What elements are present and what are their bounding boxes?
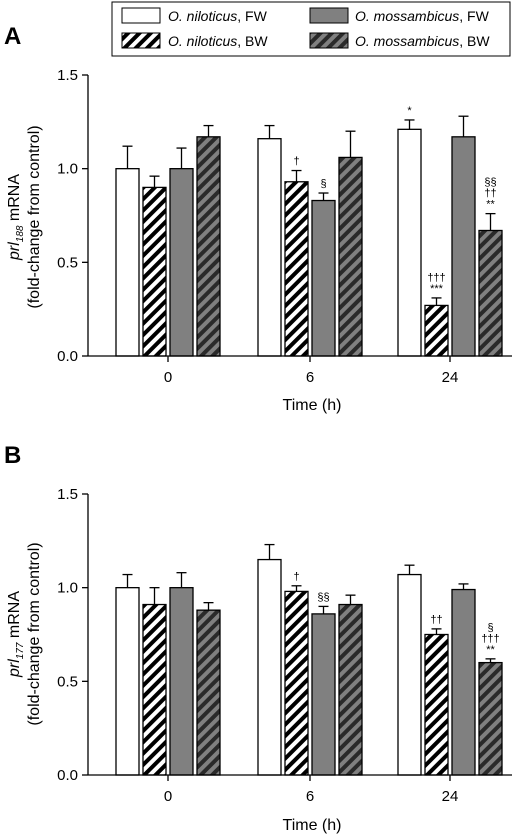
- legend-item: O. niloticus, BW: [121, 32, 268, 49]
- significance-label: †††: [481, 633, 499, 645]
- chart-panel-a: A prl188 mRNA (fold-change from control)…: [4, 23, 512, 414]
- x-tick-label: 6: [306, 788, 314, 805]
- bar: [169, 587, 194, 776]
- legend-swatch-gray: [309, 7, 349, 24]
- significance-label: **: [486, 644, 495, 656]
- legend-item: O. mossambicus, BW: [309, 32, 490, 49]
- x-axis-title: Time (h): [283, 397, 342, 414]
- x-axis-title: Time (h): [283, 817, 342, 834]
- bar: [311, 613, 336, 776]
- bar: [257, 558, 282, 776]
- bar: [311, 199, 336, 357]
- significance-label: †: [293, 156, 299, 168]
- y-tick-label: 1.0: [57, 580, 78, 597]
- bar-layer: †††§§§†††**: [115, 543, 503, 776]
- significance-label: §: [487, 622, 493, 634]
- x-tick-label: 0: [164, 788, 172, 805]
- y-tick-label: 0.0: [57, 348, 78, 365]
- legend-label: O. niloticus, BW: [168, 33, 268, 49]
- bar: [115, 587, 140, 776]
- bar: [338, 156, 363, 357]
- chart-panel-b: B prl177 mRNA (fold-change from control)…: [4, 442, 512, 834]
- bar-layer: *††††***§ §§††**: [115, 105, 503, 357]
- bar: [257, 138, 282, 357]
- bar: [115, 168, 140, 357]
- y-tick-label: 1.0: [57, 161, 78, 178]
- y-tick-label: 0.0: [57, 767, 78, 784]
- bar: [478, 229, 503, 357]
- significance-label: †††: [427, 272, 445, 284]
- significance-label: **: [486, 199, 495, 211]
- bar: [338, 603, 363, 776]
- significance-label: ††: [430, 614, 442, 626]
- legend-label: O. niloticus, FW: [168, 8, 268, 24]
- y-tick-label: 0.5: [57, 673, 78, 690]
- panel-letter: A: [4, 23, 21, 50]
- bar: [196, 136, 221, 357]
- significance-label: ***: [430, 283, 444, 295]
- x-tick-label: 0: [164, 369, 172, 386]
- x-tick-label: 24: [442, 369, 459, 386]
- bar: [284, 181, 309, 357]
- y-axis-title-line2: (fold-change from control): [26, 125, 43, 308]
- legend-label: O. mossambicus, BW: [355, 33, 490, 49]
- y-axis-title-line2: (fold-change from control): [26, 542, 43, 725]
- y-axis-title: prl177 mRNA: [6, 591, 26, 678]
- significance-label: ††: [484, 188, 496, 200]
- panel-letter: B: [4, 442, 21, 469]
- significance-label: †: [293, 571, 299, 583]
- bar: [397, 573, 422, 776]
- bar: [169, 168, 194, 357]
- x-tick-label: 24: [442, 788, 459, 805]
- bar: [397, 128, 422, 357]
- significance-label: §§: [317, 591, 329, 603]
- legend: O. niloticus, FW O. niloticus, BW O. mos…: [111, 1, 511, 57]
- x-tick-label: 6: [306, 369, 314, 386]
- y-tick-label: 1.5: [57, 486, 78, 503]
- y-axis-title: prl188 mRNA: [6, 174, 26, 261]
- bar: [451, 588, 476, 776]
- legend-swatch-open: [121, 7, 161, 24]
- significance-label: §: [320, 178, 326, 190]
- bar: [424, 633, 449, 776]
- significance-label: *: [407, 105, 412, 117]
- y-tick-label: 1.5: [57, 67, 78, 84]
- bar: [451, 136, 476, 357]
- bar: [196, 609, 221, 776]
- y-tick-label: 0.5: [57, 254, 78, 271]
- axes-layer: 0.0 0.5 1.0 1.5 0 6 24: [57, 486, 512, 805]
- axes-layer: 0.0 0.5 1.0 1.5 0 6 24: [57, 67, 512, 386]
- legend-label: O. mossambicus, FW: [355, 8, 490, 24]
- significance-label: §§: [484, 177, 496, 189]
- bar: [142, 186, 167, 357]
- bar: [478, 661, 503, 776]
- bar: [424, 304, 449, 357]
- legend-swatch-gray-hatched: [309, 32, 349, 49]
- bar: [142, 603, 167, 776]
- legend-item: O. niloticus, FW: [121, 7, 268, 24]
- legend-swatch-open-hatched: [121, 32, 161, 49]
- legend-item: O. mossambicus, FW: [309, 7, 490, 24]
- bar: [284, 590, 309, 776]
